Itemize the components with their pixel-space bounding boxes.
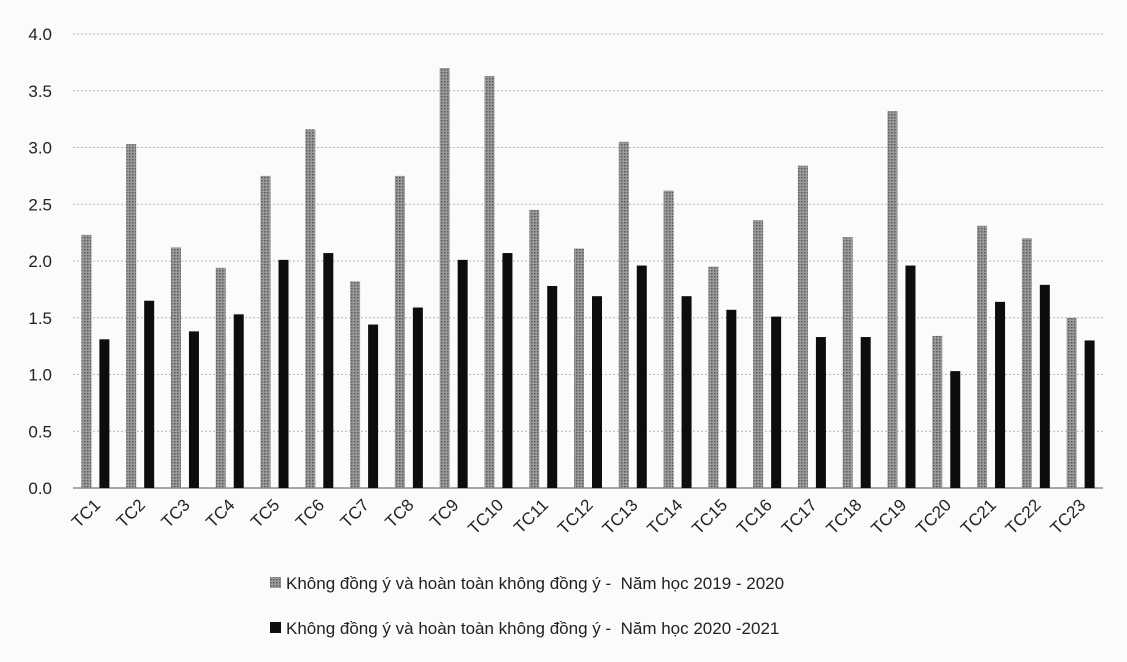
bar-tc17-series-2 (815, 337, 826, 488)
x-tick-label: TC20 (912, 495, 955, 538)
x-tick-label: TC15 (688, 495, 731, 538)
x-tick-label: TC10 (464, 495, 507, 538)
bar-tc16-series-1 (753, 220, 764, 488)
bar-tc23-series-1 (1066, 317, 1077, 488)
bar-tc11-series-2 (547, 285, 558, 488)
bar-tc6-series-1 (305, 129, 316, 488)
x-tick-label: TC3 (158, 495, 194, 531)
y-tick-label: 0.5 (28, 422, 52, 441)
y-tick-label: 0.0 (28, 479, 52, 498)
bar-tc2-series-1 (126, 144, 137, 488)
bar-tc19-series-2 (905, 265, 916, 488)
x-tick-label: TC7 (337, 495, 373, 531)
y-tick-label: 1.0 (28, 366, 52, 385)
bar-tc21-series-2 (995, 301, 1006, 488)
y-tick-label: 2.5 (28, 195, 52, 214)
bar-tc1-series-2 (99, 339, 110, 488)
bar-tc14-series-2 (681, 296, 692, 488)
bar-tc7-series-1 (350, 281, 361, 488)
bar-tc4-series-2 (233, 314, 244, 488)
x-tick-label: TC23 (1047, 495, 1090, 538)
bar-tc9-series-1 (439, 68, 450, 489)
x-tick-label: TC2 (113, 495, 149, 531)
bar-tc19-series-1 (887, 111, 898, 489)
bar-tc16-series-2 (771, 316, 782, 488)
x-tick-label: TC14 (644, 495, 687, 538)
bar-tc11-series-1 (529, 209, 540, 489)
bar-tc15-series-1 (708, 266, 719, 488)
y-axis-ticks: 0.0 0.5 1.0 1.5 2.0 2.5 3.0 3.5 4.0 (28, 25, 52, 498)
x-tick-label: TC19 (867, 495, 910, 538)
x-tick-label: TC6 (292, 495, 328, 531)
bar-tc22-series-1 (1021, 238, 1032, 488)
bar-tc14-series-1 (663, 190, 674, 488)
bar-tc18-series-1 (842, 237, 853, 488)
bar-tc8-series-1 (394, 175, 405, 488)
bar-tc3-series-2 (188, 331, 199, 488)
bar-tc10-series-2 (502, 253, 513, 488)
x-tick-label: TC22 (1002, 495, 1045, 538)
x-axis-ticks: TC1 TC2 TC3 TC4 TC5 TC6 TC7 TC8 TC9 TC10 TC11 TC12 T… (68, 495, 1089, 538)
bar-tc20-series-1 (932, 335, 943, 488)
y-tick-label: 3.5 (28, 82, 52, 101)
bars (81, 68, 1095, 489)
bar-tc5-series-1 (260, 175, 271, 488)
bar-tc9-series-2 (457, 259, 468, 488)
x-tick-label: TC8 (382, 495, 418, 531)
x-tick-label: TC18 (823, 495, 866, 538)
bar-tc2-series-2 (144, 300, 155, 488)
bar-tc15-series-2 (726, 309, 737, 488)
legend-swatch-series-1 (270, 577, 281, 588)
bar-tc23-series-2 (1084, 340, 1095, 488)
x-tick-label: TC13 (599, 495, 642, 538)
bar-tc5-series-2 (278, 259, 289, 488)
bar-tc13-series-2 (636, 265, 647, 488)
bar-tc1-series-1 (81, 234, 92, 488)
bar-tc4-series-1 (215, 267, 226, 488)
bar-tc13-series-1 (618, 141, 629, 488)
gridlines (73, 33, 1103, 489)
y-tick-label: 2.0 (28, 252, 52, 271)
x-tick-label: TC4 (202, 495, 238, 531)
x-tick-label: TC1 (68, 495, 104, 531)
legend-label-series-1: Không đồng ý và hoàn toàn không đồng ý -… (286, 574, 784, 593)
bar-tc22-series-2 (1039, 284, 1050, 488)
y-tick-label: 1.5 (28, 309, 52, 328)
bar-tc12-series-2 (592, 296, 602, 488)
x-tick-label: TC9 (426, 495, 462, 531)
bar-tc20-series-2 (950, 371, 961, 488)
bar-tc8-series-2 (412, 307, 423, 488)
x-tick-label: TC11 (510, 495, 552, 537)
bar-tc12-series-1 (574, 248, 584, 488)
bar-tc17-series-1 (797, 165, 808, 488)
legend-label-series-2: Không đồng ý và hoàn toàn không đồng ý -… (286, 619, 779, 638)
x-tick-label: TC21 (957, 495, 1000, 538)
x-tick-label: TC5 (247, 495, 283, 531)
bar-tc21-series-1 (977, 225, 988, 488)
x-tick-label: TC16 (733, 495, 776, 538)
bar-tc3-series-1 (170, 247, 181, 488)
y-tick-label: 4.0 (28, 25, 52, 44)
bar-tc6-series-2 (323, 253, 334, 488)
x-tick-label: TC12 (554, 495, 597, 538)
legend: Không đồng ý và hoàn toàn không đồng ý -… (270, 574, 784, 638)
legend-swatch-series-2 (270, 622, 281, 633)
x-tick-label: TC17 (778, 495, 821, 538)
bar-tc7-series-2 (368, 324, 379, 488)
bar-tc18-series-2 (860, 337, 871, 488)
bar-tc10-series-1 (484, 75, 495, 489)
y-tick-label: 3.0 (28, 139, 52, 158)
